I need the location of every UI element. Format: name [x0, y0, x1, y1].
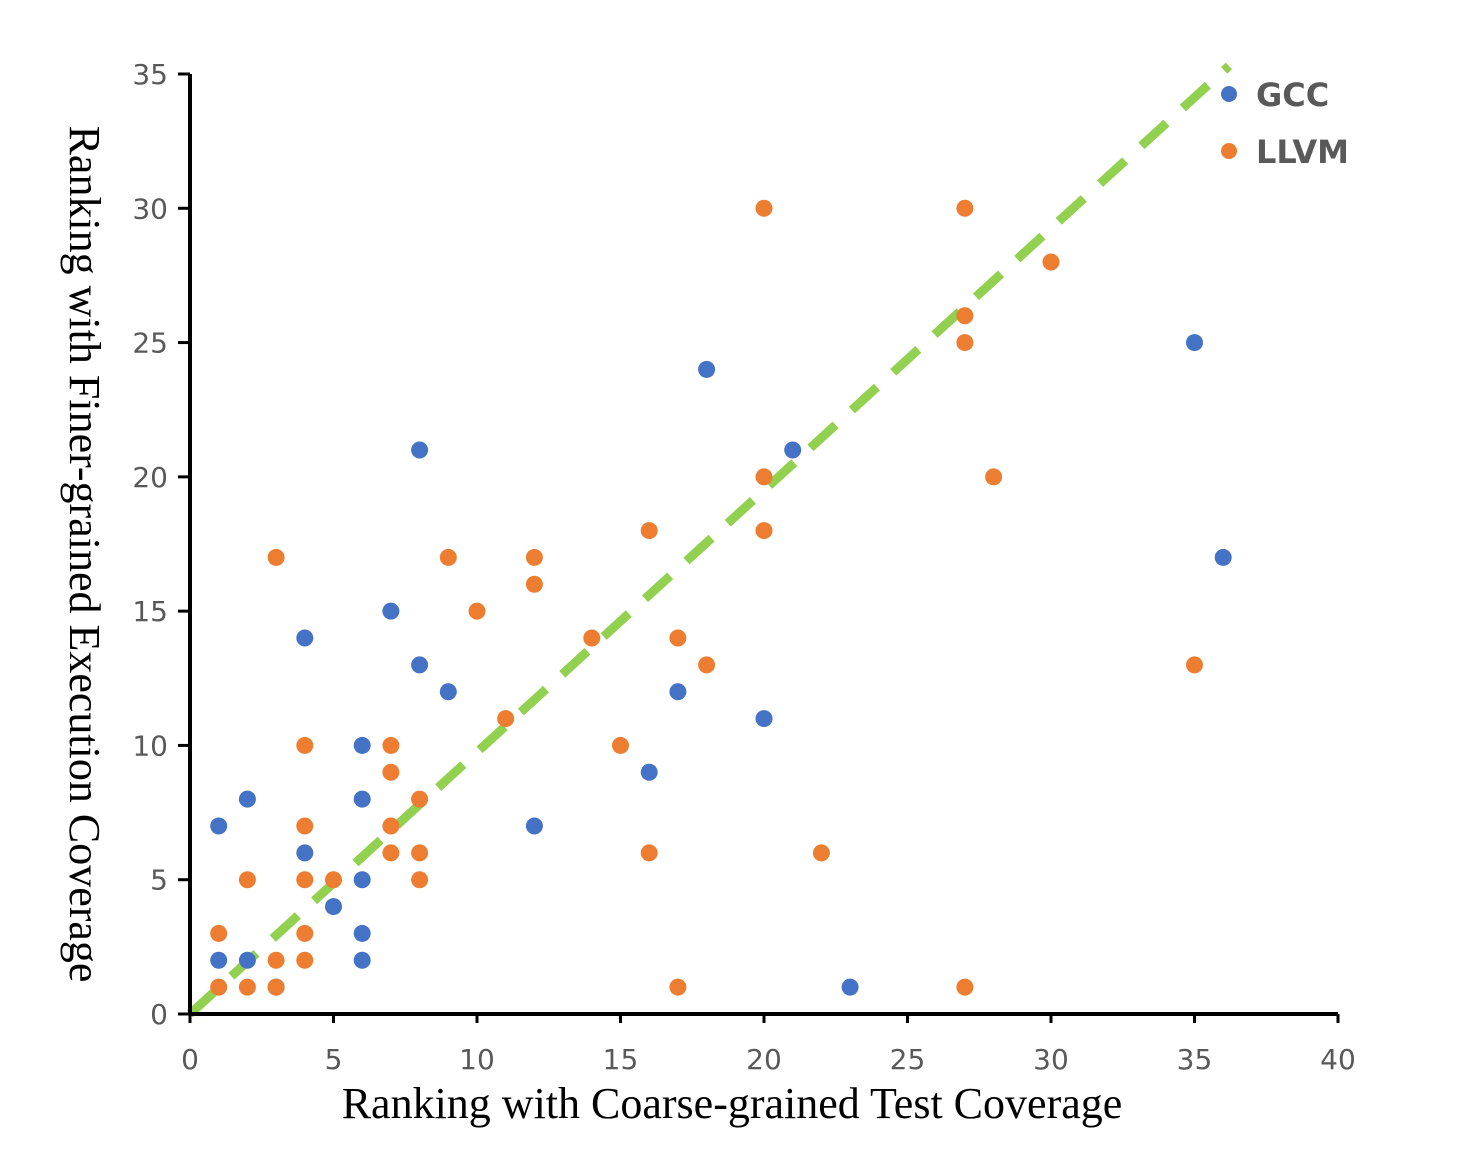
- point-llvm: [296, 736, 314, 754]
- point-llvm: [525, 575, 543, 593]
- point-gcc: [669, 683, 687, 701]
- point-llvm: [612, 736, 629, 754]
- point-llvm: [755, 522, 773, 540]
- point-gcc: [210, 951, 228, 969]
- point-gcc: [755, 710, 773, 728]
- point-llvm: [325, 871, 342, 889]
- point-llvm: [238, 871, 256, 889]
- legend-label-llvm: LLVM: [1256, 133, 1349, 171]
- y-axis-title: Ranking with Finer-grained Execution Cov…: [60, 126, 109, 983]
- x-tick-label: 5: [325, 1043, 343, 1076]
- point-gcc: [841, 978, 859, 996]
- point-llvm: [583, 629, 601, 647]
- y-tick-label: 15: [132, 595, 168, 628]
- reference-line-layer: [186, 62, 1232, 1018]
- y-tick-label: 10: [132, 729, 168, 762]
- point-llvm: [669, 978, 687, 996]
- point-llvm: [640, 522, 658, 540]
- points-layer: [210, 199, 1232, 996]
- x-tick-label: 40: [1320, 1043, 1356, 1076]
- point-llvm: [812, 844, 830, 862]
- x-axis-title: Ranking with Coarse-grained Test Coverag…: [342, 1079, 1123, 1128]
- point-llvm: [210, 924, 228, 942]
- point-llvm: [956, 307, 974, 325]
- legend-marker-llvm: [1221, 143, 1237, 159]
- point-llvm: [382, 817, 400, 835]
- point-gcc: [353, 924, 371, 942]
- point-llvm: [210, 978, 228, 996]
- point-llvm: [238, 978, 256, 996]
- point-gcc: [1186, 334, 1203, 352]
- ticks-layer: 0 5 10 15 20 25 30 35 40 0 5 10 15 20 25 30 35: [132, 58, 1355, 1076]
- point-llvm: [411, 790, 429, 808]
- point-gcc: [411, 656, 429, 674]
- point-llvm: [267, 978, 285, 996]
- point-llvm: [468, 602, 486, 620]
- point-llvm: [411, 844, 429, 862]
- point-gcc: [640, 763, 658, 781]
- point-gcc: [382, 602, 400, 620]
- point-llvm: [296, 817, 314, 835]
- legend: GCC LLVM: [1221, 76, 1349, 171]
- point-llvm: [267, 548, 285, 566]
- point-llvm: [382, 763, 400, 781]
- point-llvm: [956, 199, 974, 217]
- point-llvm: [1186, 656, 1203, 674]
- point-llvm: [382, 844, 400, 862]
- point-llvm: [411, 871, 429, 889]
- point-gcc: [353, 871, 371, 889]
- point-llvm: [755, 468, 773, 486]
- y-tick-label: 5: [150, 864, 168, 897]
- point-gcc: [698, 360, 716, 378]
- reference-diagonal-line: [186, 62, 1232, 1018]
- point-llvm: [755, 199, 773, 217]
- point-gcc: [238, 790, 256, 808]
- point-gcc: [411, 441, 429, 459]
- x-tick-label: 30: [1033, 1043, 1069, 1076]
- legend-marker-gcc: [1221, 86, 1237, 102]
- point-llvm: [669, 629, 687, 647]
- point-llvm: [497, 710, 515, 728]
- x-tick-label: 20: [746, 1043, 782, 1076]
- point-gcc: [1214, 548, 1232, 566]
- x-tick-label: 25: [890, 1043, 926, 1076]
- x-tick-label: 15: [603, 1043, 639, 1076]
- y-tick-label: 35: [132, 58, 168, 91]
- point-gcc: [296, 629, 314, 647]
- point-gcc: [325, 898, 342, 916]
- point-gcc: [210, 817, 228, 835]
- legend-label-gcc: GCC: [1256, 76, 1329, 114]
- point-gcc: [525, 817, 543, 835]
- point-llvm: [296, 951, 314, 969]
- x-tick-label: 0: [181, 1043, 199, 1076]
- point-llvm: [956, 334, 974, 352]
- point-llvm: [698, 656, 716, 674]
- point-gcc: [296, 844, 314, 862]
- point-gcc: [353, 790, 371, 808]
- point-llvm: [640, 844, 658, 862]
- point-llvm: [1042, 253, 1060, 271]
- point-llvm: [439, 548, 457, 566]
- point-llvm: [382, 736, 400, 754]
- point-gcc: [784, 441, 802, 459]
- point-gcc: [439, 683, 457, 701]
- point-llvm: [267, 951, 285, 969]
- y-tick-label: 20: [132, 461, 168, 494]
- y-tick-label: 0: [150, 998, 168, 1031]
- point-gcc: [238, 951, 256, 969]
- point-gcc: [353, 951, 371, 969]
- y-tick-label: 25: [132, 327, 168, 360]
- x-tick-label: 35: [1177, 1043, 1213, 1076]
- y-tick-label: 30: [132, 192, 168, 225]
- point-llvm: [296, 871, 314, 889]
- x-tick-label: 10: [459, 1043, 495, 1076]
- point-gcc: [353, 736, 371, 754]
- point-llvm: [985, 468, 1003, 486]
- point-llvm: [525, 548, 543, 566]
- point-llvm: [956, 978, 974, 996]
- point-llvm: [296, 924, 314, 942]
